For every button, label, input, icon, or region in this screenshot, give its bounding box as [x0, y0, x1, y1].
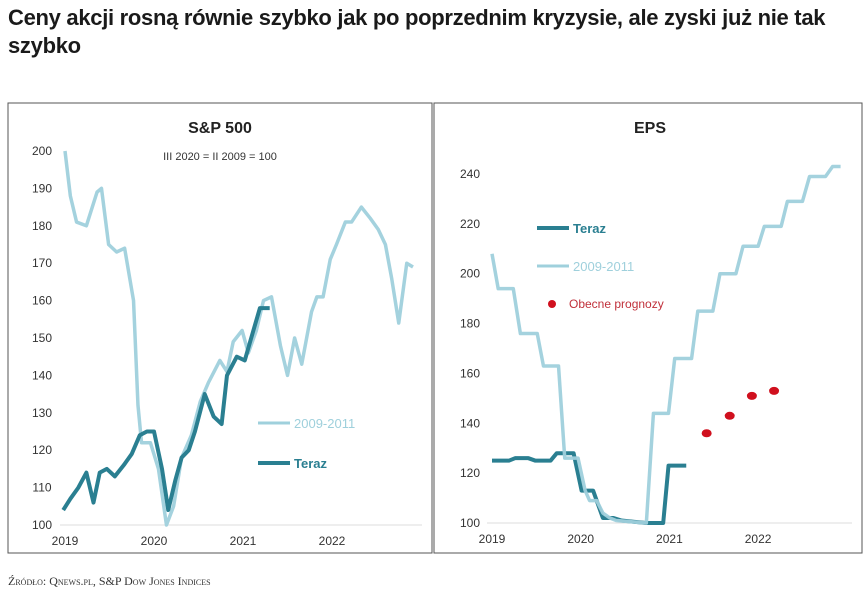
- legend-forecast-marker: [548, 300, 556, 308]
- legend-label: Obecne prognozy: [569, 297, 664, 311]
- forecast-point: [701, 429, 712, 438]
- y-tick-label: 180: [32, 219, 52, 233]
- sp500-chart: S&P 500 III 2020 = II 2009 = 100 100 110 120…: [7, 102, 433, 554]
- x-tick-label: 2022: [319, 534, 346, 548]
- x-tick-label: 2020: [141, 534, 168, 548]
- y-tick-label: 200: [460, 267, 480, 281]
- x-tick-label: 2019: [52, 534, 79, 548]
- series-2009-2011-line: [490, 164, 841, 525]
- x-tick-label: 2022: [745, 532, 772, 546]
- y-tick-label: 120: [460, 466, 480, 480]
- y-tick-label: 140: [460, 416, 480, 430]
- chart-title: S&P 500: [188, 120, 252, 137]
- chart-frame: [7, 102, 433, 554]
- y-tick-label: 170: [32, 256, 52, 270]
- forecast-point: [769, 386, 780, 395]
- y-tick-label: 200: [32, 144, 52, 158]
- legend-label: Teraz: [294, 456, 327, 471]
- y-tick-label: 120: [32, 443, 52, 457]
- y-tick-label: 100: [460, 516, 480, 530]
- x-tick-label: 2019: [479, 532, 506, 546]
- y-tick-label: 130: [32, 406, 52, 420]
- source-note: Źródło: Qnews.pl, S&P Dow Jones Indices: [8, 574, 211, 588]
- legend-label: Teraz: [573, 221, 606, 236]
- y-tick-label: 220: [460, 217, 480, 231]
- x-tick-label: 2021: [656, 532, 683, 546]
- forecast-point: [746, 391, 757, 400]
- y-tick-label: 160: [460, 366, 480, 380]
- y-tick-label: 150: [32, 331, 52, 345]
- legend-label: 2009-2011: [573, 259, 634, 274]
- y-tick-label: 180: [460, 317, 480, 331]
- x-tick-label: 2021: [230, 534, 257, 548]
- forecast-point: [724, 411, 735, 420]
- series-2009-2011-line: [63, 150, 414, 527]
- y-tick-label: 110: [32, 481, 51, 495]
- chart-title: EPS: [634, 120, 666, 137]
- y-tick-label: 240: [460, 167, 480, 181]
- y-tick-label: 160: [32, 294, 52, 308]
- chart-subtitle: III 2020 = II 2009 = 100: [163, 151, 277, 163]
- legend-label: 2009-2011: [294, 416, 355, 431]
- y-tick-label: 190: [32, 181, 52, 195]
- series-teraz-line: [61, 306, 270, 513]
- eps-chart: EPS 100 120 140 160 180 200 220 240 2019 2020 2021 2…: [433, 102, 863, 554]
- page-title: Ceny akcji rosną równie szybko jak po po…: [8, 5, 826, 58]
- y-tick-label: 140: [32, 368, 52, 382]
- y-tick-label: 100: [32, 518, 52, 532]
- x-tick-label: 2020: [567, 532, 594, 546]
